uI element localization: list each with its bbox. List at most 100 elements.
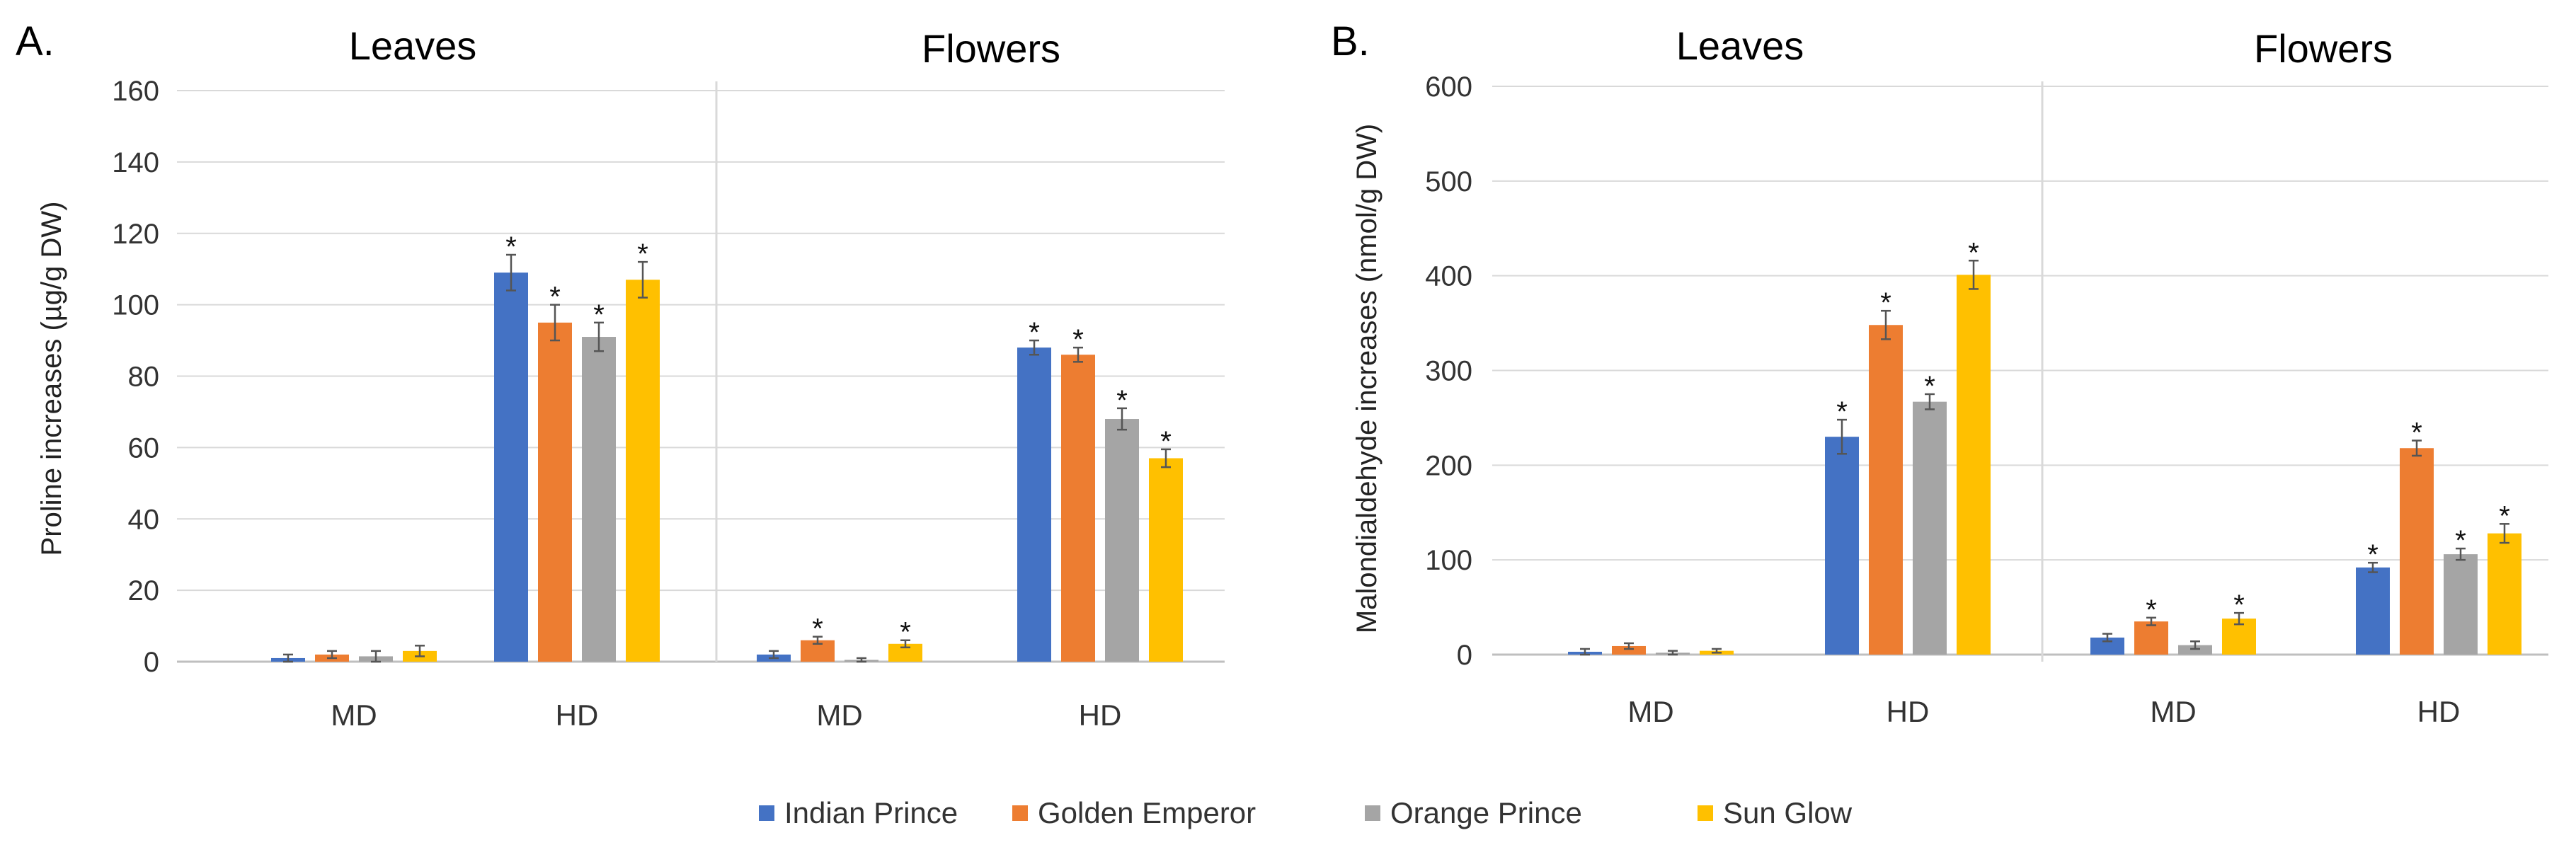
panel-b-flowers-md-golden-emperor-error-bar — [2146, 616, 2156, 626]
panel-b-flowers-cat-md: MD — [2150, 695, 2196, 728]
panel-a-flowers-hd-sun-glow-bar — [1149, 458, 1183, 662]
panel-a-leaves-md-sun-glow-error-bar — [415, 645, 425, 657]
panel-b-ytick-100: 100 — [1425, 545, 1472, 576]
panel-a-flowers-hd-orange-prince-bar — [1105, 419, 1139, 662]
panel-b-flowers-hd-sun-glow-bar — [2488, 533, 2521, 655]
panel-b-leaves-hd-indian-prince-significance-mark: * — [1836, 396, 1848, 427]
panel-a-ytick-80: 80 — [128, 362, 160, 393]
panel-b-flowers-hd-indian-prince-error-bar — [2368, 561, 2378, 573]
panel-a-leaves-hd-indian-prince-bar — [494, 272, 528, 662]
panel-a-leaves-hd-orange-prince-significance-mark: * — [593, 299, 605, 330]
panel-a-leaves-hd-orange-prince-error-bar — [594, 321, 604, 352]
panel-b-ytick-0: 0 — [1457, 640, 1472, 671]
panel-a-leaves-hd-sun-glow-bar — [626, 280, 660, 662]
panel-b-leaves-hd-sun-glow-significance-mark: * — [1968, 237, 1979, 268]
panel-a-leaves-hd-golden-emperor-significance-mark: * — [549, 282, 561, 313]
panel-b-flowers-md-indian-prince-error-bar — [2102, 633, 2112, 643]
panel-b-leaves-cat-md: MD — [1627, 695, 1673, 728]
panel-b-leaves-hd-golden-emperor-significance-mark: * — [1880, 287, 1891, 318]
panel-a-leaves-hd-orange-prince-bar — [582, 337, 616, 662]
panel-a-leaves-hd-golden-emperor-error-bar — [550, 304, 560, 342]
panel-a-facet-title-leaves: Leaves — [349, 23, 477, 68]
panel-a-leaves-hd-sun-glow-error-bar — [638, 260, 648, 299]
legend-swatch-indian-prince — [759, 805, 774, 821]
panel-a-flowers-cat-md: MD — [816, 698, 862, 732]
panel-a-flowers-hd-indian-prince-error-bar — [1029, 339, 1039, 356]
panel-a-flowers-hd-sun-glow-error-bar — [1161, 448, 1171, 468]
legend-label-sun-glow: Sun Glow — [1723, 796, 1853, 829]
panel-b: B. Malondialdehyde increases (nmol/g DW)… — [1331, 18, 2548, 728]
legend: Indian Prince Golden Emperor Orange Prin… — [759, 796, 1853, 829]
panel-b-leaves-hd-golden-emperor-bar — [1869, 325, 1903, 655]
panel-a: A. Proline increases (µg/g DW) Leaves Fl… — [16, 18, 1225, 732]
panel-a-ytick-40: 40 — [128, 504, 160, 535]
panel-a-flowers-cat-hd: HD — [1079, 698, 1122, 732]
legend-swatch-sun-glow — [1698, 805, 1713, 821]
panel-b-ytick-600: 600 — [1425, 71, 1472, 103]
panel-a-flowers-md-indian-prince-error-bar — [769, 650, 779, 660]
panel-b-flowers-md-golden-emperor-bar — [2134, 621, 2168, 655]
panel-a-ytick-120: 120 — [112, 219, 159, 250]
panel-a-flowers-hd-golden-emperor-bar — [1061, 355, 1095, 662]
panel-a-ytick-160: 160 — [112, 76, 159, 107]
legend-label-indian-prince: Indian Prince — [784, 796, 958, 829]
legend-swatch-golden-emperor — [1012, 805, 1028, 821]
panel-b-leaves-md-indian-prince-error-bar — [1580, 648, 1590, 656]
panel-b-label: B. — [1331, 18, 1370, 64]
panel-a-ytick-140: 140 — [112, 147, 159, 178]
panel-a-leaves-hd-golden-emperor-bar — [538, 322, 572, 662]
panel-b-leaves-hd-indian-prince-error-bar — [1837, 418, 1847, 455]
panel-a-ytick-20: 20 — [128, 575, 160, 606]
panel-a-facet-title-flowers: Flowers — [922, 26, 1060, 71]
panel-a-flowers-hd-indian-prince-significance-mark: * — [1029, 317, 1040, 348]
panel-b-flowers-md-golden-emperor-significance-mark: * — [2146, 594, 2157, 626]
legend-label-orange-prince: Orange Prince — [1390, 796, 1582, 829]
panel-b-leaves-cat-hd: HD — [1887, 695, 1930, 728]
panel-b-y-ticks: 0 100 200 300 400 500 600 — [1425, 71, 1472, 671]
panel-b-flowers-hd-orange-prince-significance-mark: * — [2455, 525, 2466, 556]
panel-a-label: A. — [16, 18, 55, 64]
panel-b-gridlines — [1492, 86, 2548, 656]
panel-b-facet-title-leaves: Leaves — [1676, 23, 1804, 68]
panel-b-ytick-400: 400 — [1425, 261, 1472, 292]
panel-b-ylabel: Malondialdehyde increases (nmol/g DW) — [1351, 124, 1383, 633]
panel-a-flowers-hd-golden-emperor-significance-mark: * — [1072, 324, 1084, 355]
panel-b-flowers-hd-sun-glow-significance-mark: * — [2499, 500, 2510, 531]
panel-b-flowers-hd-golden-emperor-bar — [2400, 448, 2434, 655]
panel-b-leaves-hd-indian-prince-bar — [1825, 437, 1859, 655]
panel-b-leaves-hd-sun-glow-error-bar — [1969, 260, 1979, 290]
panel-b-ytick-300: 300 — [1425, 356, 1472, 387]
panel-b-leaves-hd-sun-glow-bar — [1957, 275, 1991, 655]
panel-b-leaves-hd-orange-prince-bar — [1913, 401, 1947, 655]
panel-b-flowers-cat-hd: HD — [2417, 695, 2461, 728]
panel-b-flowers-md-sun-glow-significance-mark: * — [2233, 589, 2245, 621]
panel-b-flowers-hd-indian-prince-bar — [2356, 567, 2390, 655]
panel-a-ytick-100: 100 — [112, 290, 159, 321]
panel-a-flowers-hd-sun-glow-significance-mark: * — [1160, 426, 1172, 457]
panel-a-flowers-md-orange-prince-error-bar — [857, 657, 866, 663]
panel-a-flowers-hd-indian-prince-bar — [1017, 347, 1051, 662]
panel-a-y-ticks: 0 20 40 60 80 100 120 140 160 — [112, 76, 159, 678]
panel-b-flowers-hd-orange-prince-bar — [2444, 554, 2478, 655]
panel-a-leaves-md-golden-emperor-error-bar — [327, 650, 337, 660]
panel-a-ylabel: Proline increases (µg/g DW) — [36, 202, 67, 556]
panel-b-flowers-md-orange-prince-bar — [2178, 645, 2212, 655]
panel-b-flowers-md-sun-glow-error-bar — [2234, 611, 2244, 626]
panel-b-flowers-hd-indian-prince-significance-mark: * — [2367, 539, 2378, 570]
legend-swatch-orange-prince — [1365, 805, 1380, 821]
panel-a-flowers-md-sun-glow-significance-mark: * — [900, 617, 911, 648]
panel-b-leaves-md-golden-emperor-error-bar — [1624, 642, 1634, 650]
panel-b-flowers-hd-golden-emperor-significance-mark: * — [2411, 418, 2422, 449]
panel-b-facet-title-flowers: Flowers — [2254, 26, 2393, 71]
panel-b-leaves-md-golden-emperor-bar — [1612, 645, 1646, 655]
panel-b-leaves-hd-orange-prince-significance-mark: * — [1924, 371, 1935, 402]
panel-a-flowers-hd-orange-prince-significance-mark: * — [1116, 385, 1128, 416]
panel-b-leaves-hd-orange-prince-error-bar — [1925, 393, 1935, 410]
panel-a-leaves-hd-indian-prince-significance-mark: * — [505, 231, 517, 263]
panel-a-leaves-md-indian-prince-error-bar — [283, 653, 293, 663]
panel-a-flowers-md-golden-emperor-error-bar — [813, 635, 823, 645]
panel-a-leaves-cat-hd: HD — [556, 698, 599, 732]
panel-a-leaves-hd-indian-prince-error-bar — [506, 253, 516, 292]
panel-b-flowers-hd-golden-emperor-error-bar — [2412, 439, 2422, 457]
